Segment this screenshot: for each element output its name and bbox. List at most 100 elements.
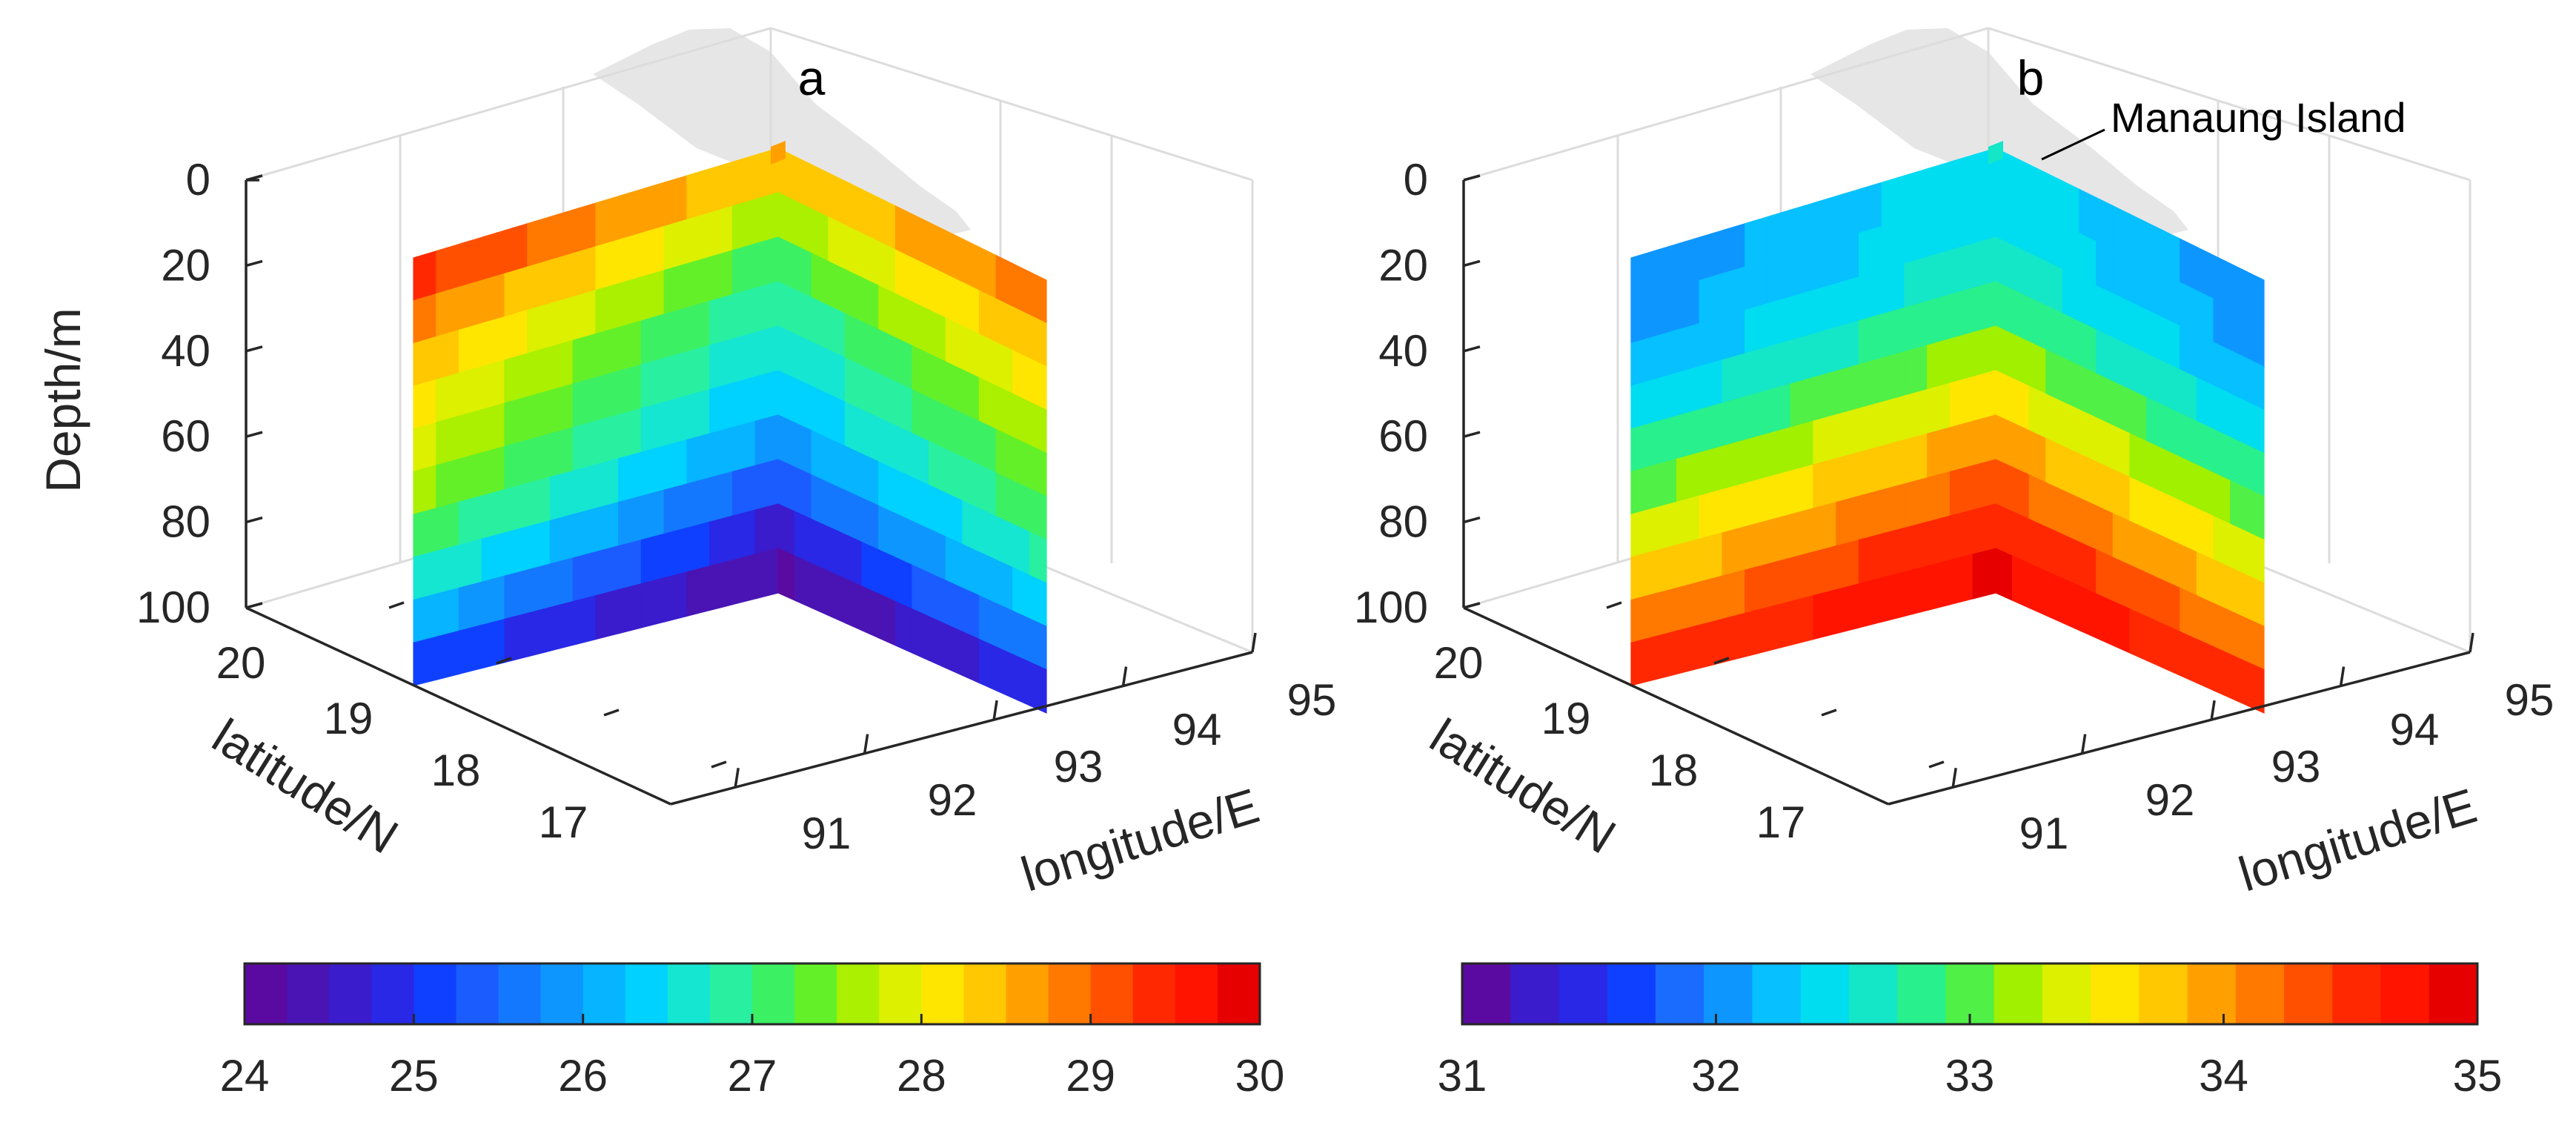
contour-cell bbox=[828, 437, 846, 491]
contour-cell bbox=[2112, 513, 2131, 566]
contour-cell bbox=[1029, 444, 1047, 497]
contour-cell bbox=[945, 317, 963, 371]
contour-cell bbox=[2028, 563, 2047, 617]
contour-cell bbox=[1790, 376, 1814, 428]
contour-cell bbox=[1813, 545, 1837, 597]
contour-cell bbox=[828, 349, 846, 403]
depth-axis-label: Depth/m bbox=[36, 308, 90, 492]
contour-cell bbox=[777, 325, 796, 379]
contour-cell bbox=[1836, 188, 1860, 241]
lat-tick-label: 17 bbox=[1756, 797, 1806, 847]
contour-cell bbox=[595, 457, 620, 509]
contour-cell bbox=[2112, 293, 2131, 347]
contour-cell bbox=[2230, 437, 2248, 490]
depth-tick-mark bbox=[1463, 602, 1481, 609]
contour-cell bbox=[572, 594, 597, 646]
contour-cell bbox=[504, 266, 528, 318]
contour-cell bbox=[1858, 445, 1882, 497]
lat-tick-label: 17 bbox=[539, 797, 588, 847]
contour-cell bbox=[2230, 306, 2248, 359]
contour-cell bbox=[504, 396, 528, 448]
contour-cell bbox=[1858, 401, 1882, 454]
contour-cell bbox=[640, 225, 665, 278]
contour-cell bbox=[2112, 336, 2131, 391]
depth-tick-label: 60 bbox=[161, 411, 210, 461]
contour-cell bbox=[436, 372, 460, 423]
contour-cell bbox=[1949, 509, 1974, 561]
lat-tick-mark bbox=[1928, 760, 1945, 769]
contour-cell bbox=[2062, 577, 2080, 631]
contour-cell bbox=[2112, 205, 2131, 259]
contour-cell bbox=[2028, 385, 2047, 439]
contour-cell bbox=[1012, 610, 1030, 663]
contour-cell bbox=[945, 580, 963, 633]
contour-cell bbox=[894, 425, 913, 479]
contour-cell bbox=[2028, 164, 2047, 219]
contour-cell bbox=[878, 593, 896, 646]
contour-cell bbox=[1972, 192, 1996, 245]
contour-cell bbox=[1676, 322, 1700, 374]
contour-cell bbox=[1836, 408, 1860, 460]
contour-cell bbox=[1676, 408, 1700, 460]
colorbar-tick-label: 24 bbox=[220, 1051, 270, 1101]
contour-cell bbox=[1949, 554, 1974, 606]
contour-cell bbox=[436, 544, 460, 595]
contour-cell bbox=[595, 501, 620, 553]
contour-cell bbox=[549, 209, 574, 261]
contour-cell bbox=[1012, 349, 1030, 403]
colorbar-swatch bbox=[2284, 963, 2333, 1024]
contour-cell bbox=[1881, 483, 1905, 535]
contour-cell bbox=[731, 509, 756, 561]
contour-cell bbox=[962, 543, 980, 597]
contour-cell bbox=[527, 259, 551, 311]
contour-cell bbox=[1881, 263, 1905, 315]
lon-tick-label: 95 bbox=[1287, 675, 1337, 725]
contour-cell bbox=[436, 501, 460, 552]
contour-cell bbox=[2079, 188, 2097, 243]
contour-cell bbox=[709, 426, 734, 479]
contour-cell bbox=[794, 156, 812, 210]
colorbar-swatch bbox=[329, 963, 372, 1024]
contour-cell bbox=[436, 243, 460, 295]
contour-cell bbox=[2196, 420, 2214, 474]
colorbar-swatch bbox=[2187, 963, 2237, 1024]
contour-cell bbox=[1012, 567, 1030, 620]
contour-cell bbox=[2180, 631, 2198, 684]
contour-cell bbox=[709, 293, 734, 346]
contour-cell bbox=[1836, 276, 1860, 328]
contour-cell bbox=[2196, 551, 2214, 605]
contour-cell bbox=[794, 511, 812, 565]
colorbar-swatch bbox=[2380, 963, 2430, 1024]
contour-cell bbox=[1676, 538, 1700, 589]
contour-cell bbox=[912, 608, 930, 662]
contour-cell bbox=[572, 551, 597, 603]
contour-cell bbox=[995, 472, 1014, 525]
contour-cell bbox=[912, 477, 930, 530]
contour-cell bbox=[929, 397, 946, 451]
contour-cell bbox=[978, 290, 997, 343]
contour-cell bbox=[2062, 268, 2080, 323]
colorbar-swatch bbox=[667, 963, 711, 1024]
colorbar-swatch bbox=[794, 963, 837, 1024]
contour-cell bbox=[1927, 560, 1951, 611]
contour-cell bbox=[945, 492, 963, 545]
lon-tick-mark bbox=[2469, 632, 2474, 653]
contour-cell bbox=[2213, 428, 2231, 482]
contour-cell bbox=[731, 376, 756, 428]
depth-tick-mark bbox=[245, 259, 263, 268]
contour-cell bbox=[2079, 276, 2097, 331]
contour-cell bbox=[527, 433, 551, 485]
contour-cell bbox=[1029, 488, 1047, 541]
panel-title-b: b bbox=[2017, 50, 2045, 105]
contour-cell bbox=[1972, 459, 1996, 511]
colorbar-swatch bbox=[287, 963, 330, 1024]
contour-cell bbox=[777, 281, 796, 335]
lon-tick-label: 92 bbox=[928, 775, 977, 825]
contour-cell bbox=[2079, 541, 2097, 595]
lat-tick-mark bbox=[496, 657, 512, 665]
colorbar-swatch bbox=[456, 963, 499, 1024]
contour-cell bbox=[878, 285, 896, 339]
contour-cell bbox=[1949, 465, 1974, 517]
